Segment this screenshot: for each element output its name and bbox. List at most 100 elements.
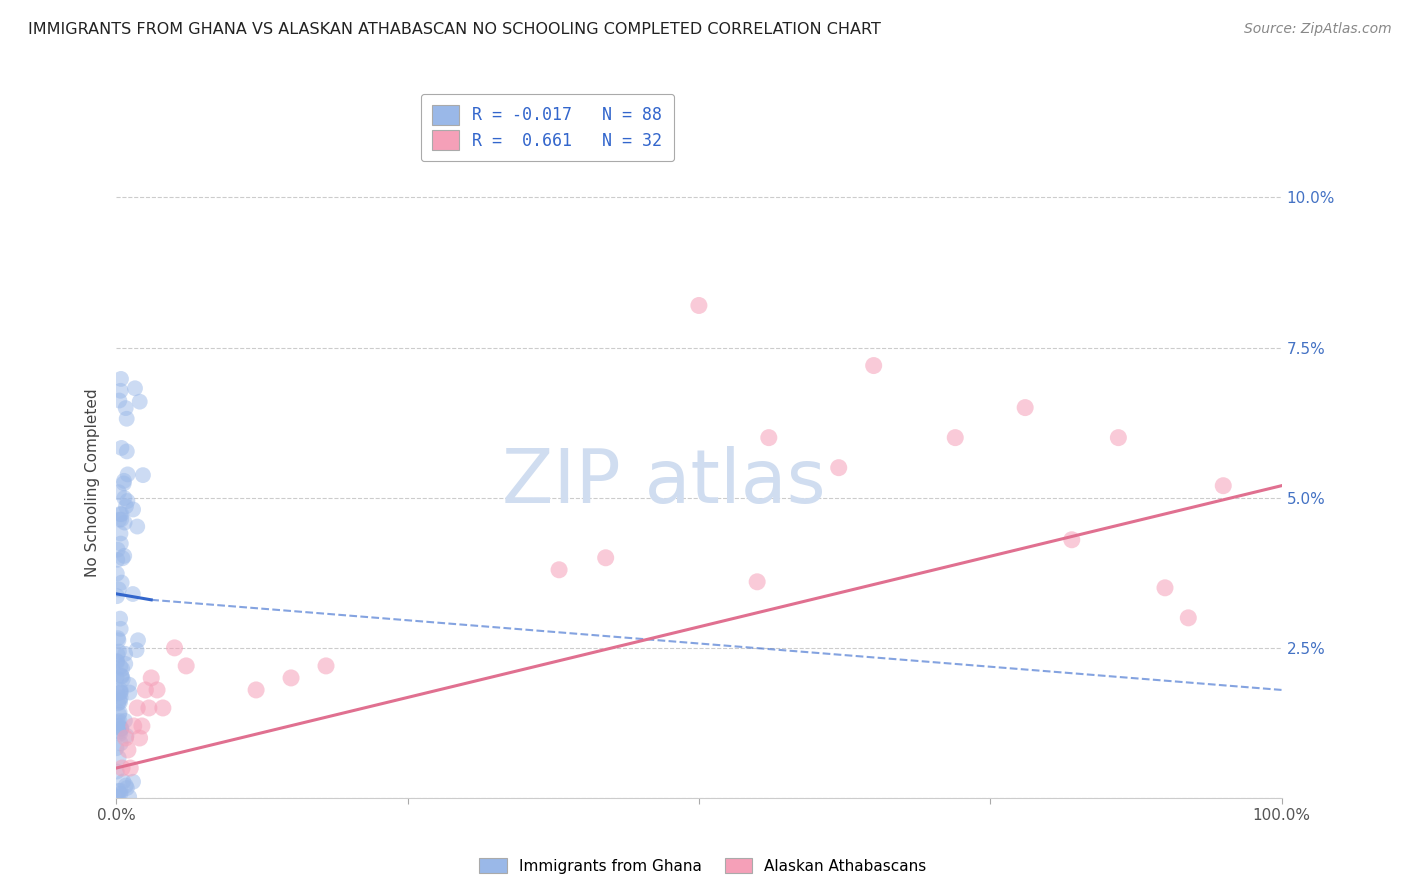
Point xyxy=(108,706,131,720)
Point xyxy=(114,779,136,793)
Point xyxy=(548,563,571,577)
Point xyxy=(105,764,128,779)
Point xyxy=(118,685,141,699)
Point xyxy=(115,411,138,425)
Point xyxy=(108,393,131,408)
Point xyxy=(115,729,138,743)
Point xyxy=(107,633,129,648)
Point xyxy=(122,774,145,789)
Point xyxy=(127,701,149,715)
Text: IMMIGRANTS FROM GHANA VS ALASKAN ATHABASCAN NO SCHOOLING COMPLETED CORRELATION C: IMMIGRANTS FROM GHANA VS ALASKAN ATHABAS… xyxy=(28,22,882,37)
Point xyxy=(112,474,135,488)
Point xyxy=(114,401,136,415)
Point xyxy=(110,372,132,386)
Point xyxy=(114,516,136,530)
Point xyxy=(747,574,769,589)
Point xyxy=(141,671,163,685)
Point xyxy=(110,622,132,636)
Point xyxy=(110,660,132,674)
Point xyxy=(1154,581,1177,595)
Text: Source: ZipAtlas.com: Source: ZipAtlas.com xyxy=(1244,22,1392,37)
Point xyxy=(108,507,131,521)
Point xyxy=(105,789,128,804)
Point xyxy=(108,644,131,658)
Point xyxy=(943,431,966,445)
Point xyxy=(107,648,129,662)
Point xyxy=(117,743,139,757)
Point xyxy=(108,695,131,709)
Point xyxy=(110,536,132,550)
Point xyxy=(108,707,131,722)
Point xyxy=(110,669,132,683)
Point xyxy=(121,587,143,601)
Point xyxy=(107,750,129,764)
Point xyxy=(758,431,780,445)
Point xyxy=(146,682,169,697)
Point xyxy=(105,566,128,581)
Point xyxy=(688,298,710,312)
Point xyxy=(110,441,132,455)
Point xyxy=(122,502,145,516)
Point xyxy=(111,575,134,590)
Point xyxy=(862,359,884,373)
Point xyxy=(124,381,146,395)
Point xyxy=(152,701,174,715)
Point xyxy=(111,551,134,566)
Point xyxy=(115,444,138,458)
Point xyxy=(118,677,141,691)
Point xyxy=(110,722,132,736)
Point xyxy=(134,682,156,697)
Point xyxy=(315,659,337,673)
Point xyxy=(105,553,128,567)
Point xyxy=(105,741,128,756)
Point xyxy=(138,701,160,715)
Point xyxy=(107,715,129,730)
Point xyxy=(108,727,131,741)
Point xyxy=(108,719,131,733)
Point xyxy=(110,787,132,801)
Point xyxy=(118,789,141,804)
Point xyxy=(110,682,132,697)
Point xyxy=(595,550,617,565)
Point xyxy=(107,789,129,804)
Point xyxy=(105,655,128,669)
Point xyxy=(128,731,150,745)
Point xyxy=(115,500,138,514)
Point xyxy=(108,513,131,527)
Point xyxy=(1177,611,1199,625)
Point xyxy=(1060,533,1083,547)
Legend: Immigrants from Ghana, Alaskan Athabascans: Immigrants from Ghana, Alaskan Athabasca… xyxy=(474,852,932,880)
Point xyxy=(131,719,153,733)
Point xyxy=(105,589,128,603)
Point xyxy=(108,485,131,500)
Point xyxy=(107,631,129,645)
Point xyxy=(128,394,150,409)
Point xyxy=(107,582,129,597)
Point xyxy=(112,549,135,563)
Point xyxy=(107,784,129,798)
Text: ZIP atlas: ZIP atlas xyxy=(502,446,825,519)
Point xyxy=(108,714,131,728)
Point xyxy=(110,513,132,527)
Point xyxy=(110,722,132,736)
Point xyxy=(114,714,136,728)
Point xyxy=(114,647,136,661)
Point xyxy=(117,467,139,482)
Point xyxy=(111,673,134,687)
Point xyxy=(105,654,128,668)
Point xyxy=(107,697,129,711)
Point xyxy=(114,657,136,671)
Legend: R = -0.017   N = 88, R =  0.661   N = 32: R = -0.017 N = 88, R = 0.661 N = 32 xyxy=(420,94,673,161)
Point xyxy=(110,690,132,705)
Point xyxy=(132,468,155,483)
Point xyxy=(110,685,132,699)
Point xyxy=(112,491,135,505)
Point xyxy=(112,774,135,789)
Point xyxy=(105,670,128,684)
Point xyxy=(115,780,138,795)
Point xyxy=(111,669,134,683)
Point xyxy=(108,724,131,739)
Point xyxy=(110,508,132,522)
Point xyxy=(110,526,132,541)
Point xyxy=(1014,401,1036,415)
